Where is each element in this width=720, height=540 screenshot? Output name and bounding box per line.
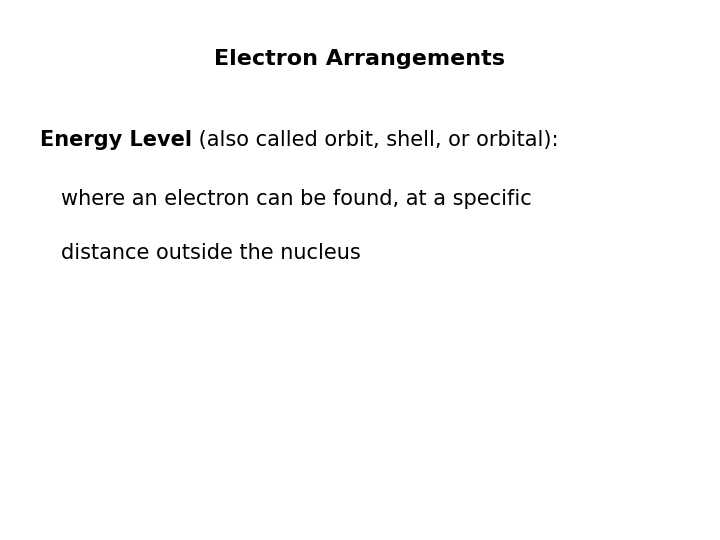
Text: Electron Arrangements: Electron Arrangements	[215, 49, 505, 69]
Text: where an electron can be found, at a specific: where an electron can be found, at a spe…	[61, 189, 532, 209]
Text: distance outside the nucleus: distance outside the nucleus	[61, 243, 361, 263]
Text: (also called orbit, shell, or orbital):: (also called orbit, shell, or orbital):	[192, 130, 558, 150]
Text: Energy Level: Energy Level	[40, 130, 192, 150]
